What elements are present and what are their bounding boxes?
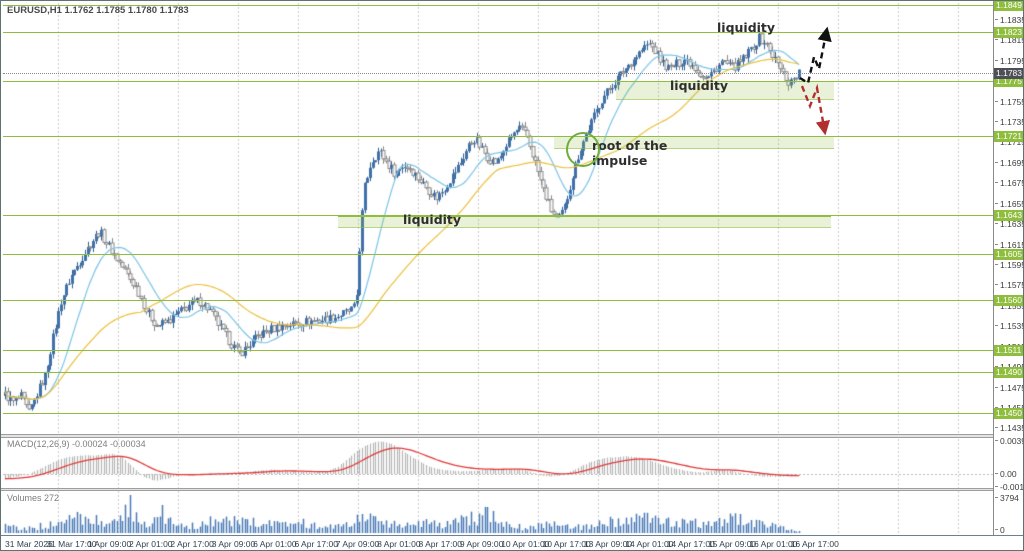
macd-indicator-label: MACD(12,26,9) -0.00024 -0.00034 — [7, 439, 146, 449]
time-axis-label: 2 Apr 01:00 — [129, 539, 173, 549]
level-line-1.1721[interactable] — [3, 135, 993, 137]
level-price-label[interactable]: 1.1823 — [994, 26, 1023, 38]
root-of-impulse-label[interactable]: root of the impulse — [592, 138, 667, 168]
level-line-1.1511[interactable] — [3, 350, 993, 352]
panel-separator-macd[interactable] — [1, 434, 993, 438]
volume-scale-label: 0 — [995, 525, 1005, 535]
level-line-1.1450[interactable] — [3, 412, 993, 414]
level-line-1.1560[interactable] — [3, 300, 993, 302]
price-tick-label: 1.1615 — [995, 239, 1024, 250]
price-tick-label: 1.1735 — [995, 117, 1024, 128]
impulse-root-zone-1.1721[interactable] — [554, 136, 834, 149]
volumes-indicator-label: Volumes 272 — [7, 493, 60, 503]
time-axis-label: 16 Apr 01:00 — [749, 539, 798, 549]
impulse-root-circle[interactable] — [566, 132, 600, 167]
time-axis-label: 6 Apr 17:00 — [294, 539, 338, 549]
level-price-label[interactable]: 1.1490 — [994, 366, 1023, 378]
volume-scale-label: 3794 — [995, 493, 1019, 503]
time-axis-label: 9 Apr 09:00 — [459, 539, 504, 549]
level-price-label[interactable]: 1.1643 — [994, 210, 1023, 222]
time-axis-label: 6 Apr 01:00 — [253, 539, 297, 549]
price-tick-label: 1.1435 — [995, 423, 1024, 434]
level-price-label[interactable]: 1.1775 — [994, 75, 1023, 87]
time-axis-label: 15 Apr 09:00 — [707, 539, 757, 549]
price-tick-label: 1.1795 — [995, 55, 1024, 66]
time-axis-label: 2 Apr 17:00 — [170, 539, 214, 549]
bearish-arrow[interactable] — [800, 83, 830, 136]
price-tick-label: 1.1595 — [995, 260, 1024, 270]
root-of-impulse-line1: root of the — [592, 138, 668, 153]
price-tick-label: 1.1715 — [995, 137, 1024, 148]
level-price-label[interactable]: 1.1605 — [994, 249, 1023, 261]
level-price-label[interactable]: 1.1511 — [994, 345, 1023, 357]
price-axis[interactable]: 1.1835 1.1815 1.1795 1.1755 1.1735 1.1715 1.16… — [993, 1, 1024, 535]
macd-scale-label: -0.00175 — [995, 482, 1023, 492]
time-axis-label: 7 Apr 09:00 — [335, 539, 380, 549]
level-price-label[interactable]: 1.1849 — [994, 1, 1023, 12]
time-axis-label: 1 Apr 09:00 — [87, 539, 132, 549]
price-tick-label: 1.1535 — [995, 321, 1024, 332]
time-axis[interactable]: 31 Mar 2026 31 Mar 17:00 1 Apr 09:00 2 Apr … — [1, 535, 1023, 550]
level-line-1.1490[interactable] — [3, 371, 993, 373]
current-price-label: 1.1783 — [994, 67, 1023, 79]
time-axis-label: 10 Apr 01:00 — [501, 539, 550, 549]
price-tick-label: 1.1475 — [995, 382, 1024, 393]
time-axis-label: 31 Mar 17:00 — [46, 539, 97, 549]
bullish-arrow[interactable] — [799, 26, 832, 85]
time-axis-label: 3 Apr 09:00 — [211, 539, 256, 549]
time-axis-label: 31 Mar 2026 — [5, 539, 53, 549]
time-axis-label: 16 Apr 17:00 — [790, 539, 839, 549]
time-axis-label: 8 Apr 17:00 — [418, 539, 462, 549]
price-tick-label: 1.1815 — [995, 35, 1024, 46]
price-tick-label: 1.1695 — [995, 157, 1024, 168]
level-price-label[interactable]: 1.1450 — [994, 407, 1023, 419]
level-line-1.1775[interactable] — [3, 80, 993, 82]
root-of-impulse-line2: impulse — [592, 153, 648, 168]
level-line-1.1605[interactable] — [3, 254, 993, 256]
price-tick-label: 1.1755 — [995, 96, 1024, 107]
liquidity-zone-1.1775[interactable] — [616, 81, 834, 100]
level-price-label[interactable]: 1.1560 — [994, 295, 1023, 307]
level-line-1.1849[interactable] — [3, 5, 993, 7]
liquidity-zone-1.1643[interactable] — [338, 215, 831, 229]
price-tick-label: 1.1835 — [995, 14, 1024, 25]
time-axis-label: 10 Apr 17:00 — [542, 539, 591, 549]
time-axis-label: 14 Apr 17:00 — [666, 539, 715, 549]
price-tick-label: 1.1675 — [995, 178, 1024, 189]
time-axis-label: 14 Apr 01:00 — [625, 539, 674, 549]
macd-scale-label: 0.00 — [995, 469, 1017, 479]
price-tick-label: 1.1575 — [995, 280, 1024, 291]
chart-title: EURUSD,H1 1.1762 1.1785 1.1780 1.1783 — [7, 5, 189, 16]
current-price-line — [3, 72, 993, 74]
price-tick-label: 1.1655 — [995, 198, 1024, 209]
level-line-1.1823[interactable] — [3, 31, 993, 33]
panel-separator-volumes[interactable] — [1, 488, 993, 491]
time-axis-label: 8 Apr 01:00 — [377, 539, 421, 549]
liquidity-label-low[interactable]: liquidity — [403, 212, 462, 227]
liquidity-label-mid[interactable]: liquidity — [670, 78, 729, 93]
macd-scale-label: 0.00393 — [995, 436, 1023, 446]
time-axis-label: 13 Apr 09:00 — [583, 539, 633, 549]
level-price-label[interactable]: 1.1721 — [994, 130, 1023, 142]
liquidity-label-top[interactable]: liquidity — [717, 20, 776, 35]
price-tick-label: 1.1635 — [995, 219, 1024, 230]
